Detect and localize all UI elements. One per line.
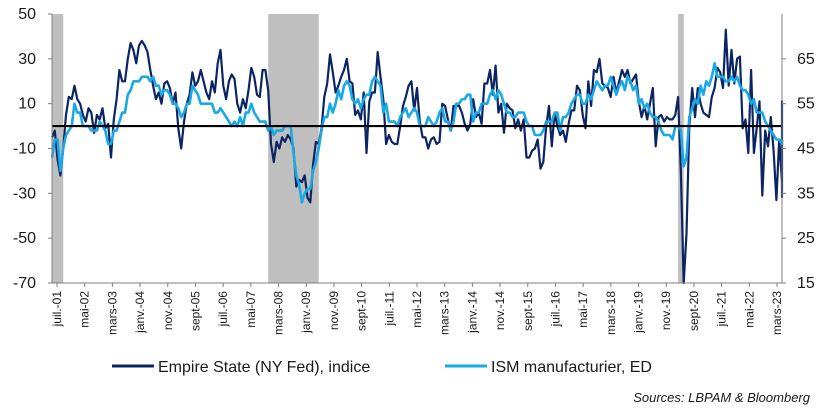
x-tick-label: mars-23 — [770, 291, 784, 335]
right-tick-label: 45 — [797, 141, 815, 158]
x-tick-label: juil.-21 — [715, 291, 729, 328]
x-tick-label: mars-08 — [272, 291, 286, 335]
x-tick-label: mai-17 — [576, 291, 590, 328]
x-tick-label: mai-12 — [410, 291, 424, 328]
x-tick-label: sept-10 — [355, 291, 369, 331]
x-tick-label: mai-02 — [78, 291, 92, 328]
axes-layer — [51, 14, 783, 284]
legend: Empire State (NY Fed), indice ISM manufa… — [112, 359, 652, 376]
left-tick-label: -30 — [13, 185, 36, 202]
x-tick-label: janv.-19 — [632, 291, 646, 334]
series-layer — [50, 28, 784, 285]
x-tick-label: nov.-09 — [327, 291, 341, 330]
legend-label-empire-state: Empire State (NY Fed), indice — [158, 359, 370, 376]
x-tick-label: sept-20 — [687, 291, 701, 331]
legend-label-ism: ISM manufacturier, ED — [491, 359, 652, 376]
left-tick-label: -50 — [13, 230, 36, 247]
x-tick-label: nov.-04 — [161, 291, 175, 330]
series-line-empire-state — [50, 28, 784, 285]
source-note: Sources: LBPAM & Bloomberg — [633, 390, 811, 405]
x-tick-label: mars-03 — [105, 291, 119, 335]
x-tick-label: juil.-16 — [548, 291, 562, 328]
right-tick-label: 35 — [797, 185, 815, 202]
x-axis-ticks: juil.-01 mai-02 mars-03 janv.-04 nov.-04 sept… — [50, 283, 784, 335]
x-tick-label: mai-07 — [244, 291, 258, 328]
x-tick-label: janv.-09 — [299, 291, 313, 334]
x-tick-label: mai-22 — [742, 291, 756, 328]
x-tick-label: nov.-19 — [659, 291, 673, 330]
x-tick-label: juil.-01 — [50, 291, 64, 328]
right-tick-label: 55 — [797, 96, 815, 113]
x-tick-label: mars-13 — [438, 291, 452, 335]
left-tick-label: 30 — [18, 51, 36, 68]
left-tick-label: -70 — [13, 275, 36, 292]
x-tick-label: nov.-14 — [493, 291, 507, 330]
x-tick-label: juil.-06 — [216, 291, 230, 328]
x-tick-label: janv.-04 — [133, 291, 147, 334]
right-tick-label: 25 — [797, 230, 815, 247]
series-line-ism — [50, 61, 784, 204]
right-tick-label: 15 — [797, 275, 815, 292]
right-tick-label: 65 — [797, 51, 815, 68]
x-tick-label: mars-18 — [604, 291, 618, 335]
left-tick-label: 10 — [18, 96, 36, 113]
left-tick-label: -10 — [13, 141, 36, 158]
left-axis-ticks: 50 30 10 -10 -30 -50 -70 — [13, 6, 52, 292]
right-axis-ticks: 65 55 45 35 25 15 — [782, 51, 815, 292]
x-tick-label: sept-15 — [521, 291, 535, 331]
x-tick-label: sept-05 — [188, 291, 202, 331]
x-tick-label: janv.-14 — [465, 291, 479, 334]
x-tick-label: juil.-11 — [382, 291, 396, 327]
left-tick-label: 50 — [18, 6, 36, 23]
